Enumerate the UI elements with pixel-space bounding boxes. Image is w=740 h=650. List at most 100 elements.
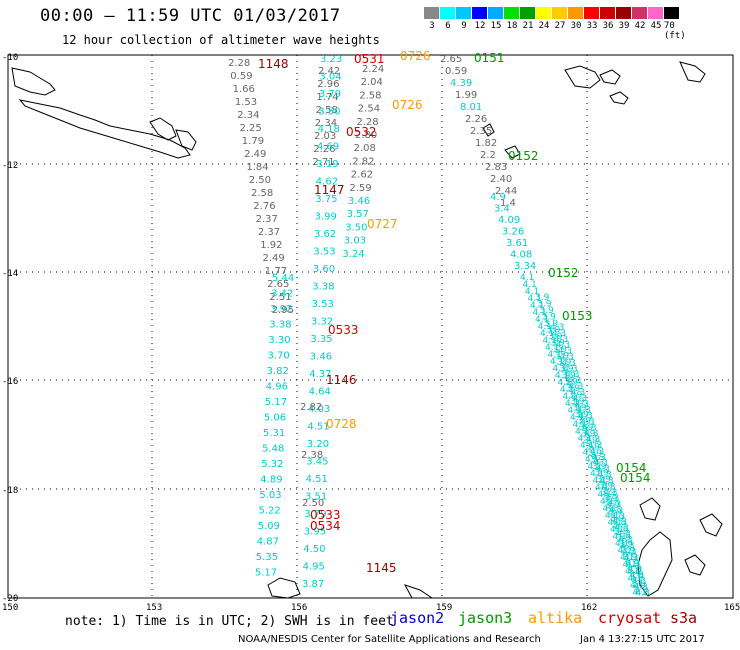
- wave-height-value: 4.1: [545, 343, 559, 353]
- color-swatch: [552, 7, 568, 19]
- wave-height-value: 4.08: [510, 250, 532, 261]
- altimeter-tracks: 2.28 0.59 1.66 1.53 2.34 2.25 1.79 2.49 1.84 2.50…: [228, 54, 650, 599]
- wave-height-value: 3.45: [306, 457, 328, 468]
- wave-height-value: 3.32: [311, 317, 333, 328]
- wave-height-value: 4.1: [553, 364, 567, 374]
- wave-height-value: 1.84: [246, 162, 268, 173]
- wave-height-value: 4.3: [588, 441, 602, 451]
- wave-height-value: 3.9: [555, 352, 570, 362]
- wave-height-value: 2.96: [317, 79, 339, 90]
- pass-time-label: 1145: [366, 561, 397, 575]
- wave-height-value: 3.70: [268, 351, 290, 362]
- wave-height-value: 4.1: [530, 301, 544, 311]
- wave-height-value: 1.4: [500, 198, 516, 209]
- wave-height-value: 4.1: [525, 287, 539, 297]
- wave-height-value: 4.37: [309, 369, 331, 380]
- wave-height-value: 4.3: [628, 565, 642, 575]
- wave-height-value: 4.1: [625, 567, 639, 577]
- wave-height-value: 2.04: [361, 77, 383, 88]
- wave-height-value: 4.1: [568, 406, 582, 416]
- wave-height-value: 4.1: [565, 399, 579, 409]
- wave-height-value: 3.9: [572, 404, 587, 414]
- wave-height-value: 4.1: [563, 392, 577, 402]
- lat-label-12: -12: [2, 161, 18, 171]
- color-swatch: [584, 7, 600, 19]
- color-scale-label: 9: [461, 21, 467, 31]
- wave-height-value: 4.1: [620, 553, 634, 563]
- wave-height-value: 2.50: [302, 498, 324, 509]
- wave-height-value: 4.1: [590, 469, 604, 479]
- wave-height-value: 3.92: [270, 304, 292, 315]
- page-subtitle: 12 hour collection of altimeter wave hei…: [62, 33, 380, 47]
- lat-label-18: -18: [2, 486, 18, 496]
- lat-labels: -10 -12 -14 -16 -18 -20: [2, 53, 18, 604]
- wave-height-value: 1.53: [235, 97, 257, 108]
- wave-height-value: 4.1: [543, 336, 557, 346]
- wave-height-value: 3.9: [592, 462, 607, 472]
- wave-height-value: 3.50: [318, 107, 340, 118]
- wave-height-value: 4.3: [590, 447, 604, 457]
- wave-height-value: 4.1: [523, 280, 537, 290]
- wave-height-value: 4.96: [266, 382, 288, 393]
- wave-height-value: 4.51: [307, 422, 329, 433]
- color-scale-label: 18: [506, 21, 518, 31]
- color-scale-label: 42: [634, 21, 646, 31]
- wave-height-value: 4.3: [594, 459, 608, 469]
- lon-label-159: 159: [436, 603, 452, 613]
- wave-height-value: 4.09: [498, 215, 520, 226]
- wave-height-value: 1.74: [316, 92, 338, 103]
- wave-height-value: 3.35: [310, 334, 332, 345]
- wave-height-value: 3.79: [304, 509, 326, 520]
- wave-height-value: 4.3: [624, 553, 638, 563]
- pass-time-label: 1148: [258, 57, 289, 71]
- wave-height-value: 3.9: [546, 326, 561, 336]
- wave-height-value: 2.34: [315, 118, 337, 129]
- wave-height-value: 4.1: [535, 315, 549, 325]
- wave-height-value: 3.9: [590, 456, 605, 466]
- color-scale-labels: 3 6 9 12 15 18 21 24 27 30 33 36 39 42 45 70 (ft): [424, 21, 700, 41]
- wave-height-value: 3.30: [268, 335, 290, 346]
- wave-height-value: 3.26: [502, 227, 524, 238]
- wave-height-value: 3.9: [588, 449, 603, 459]
- wave-height-value: 3.9: [548, 332, 563, 342]
- wave-height-value: 4.1: [585, 455, 599, 465]
- wave-height-value: 4.3: [615, 524, 629, 534]
- wave-height-value: 4.87: [257, 537, 279, 548]
- color-swatch: [632, 7, 648, 19]
- wave-height-value: 4.1: [595, 483, 609, 493]
- wave-height-value: 3.9: [550, 339, 565, 349]
- wave-height-value: 3.4: [494, 204, 510, 215]
- wave-height-value: 4.1: [573, 420, 587, 430]
- wave-height-value: 3.9: [612, 521, 627, 531]
- pass-time-label: 0726: [392, 98, 423, 112]
- pass-time-labels: 1148 0531 0726 0151 0726 0532 0152 1147 0727 0152…: [258, 49, 651, 575]
- pass-time-label: 0533: [310, 508, 341, 522]
- wave-height-value: 5.17: [265, 397, 287, 408]
- wave-height-value: 2.54: [358, 104, 380, 115]
- wave-height-value: 4.3: [592, 453, 606, 463]
- wave-height-value: 3.42: [271, 289, 293, 300]
- wave-height-value: 5.22: [259, 506, 281, 517]
- wave-height-value: 4.3: [563, 364, 577, 374]
- wave-height-value: 2.51: [269, 292, 291, 303]
- wave-height-value: 2.83: [485, 162, 507, 173]
- wave-height-value: 4.3: [634, 583, 648, 593]
- wave-height-value: 3.9: [583, 436, 598, 446]
- lon-label-162: 162: [581, 603, 597, 613]
- wave-height-value: 5.35: [256, 552, 278, 563]
- wave-height-value: 4.03: [308, 404, 330, 415]
- pass-time-label: 0726: [400, 49, 431, 63]
- wave-height-value: 4.3: [601, 482, 615, 492]
- wave-height-value: 3.24: [342, 249, 364, 260]
- wave-height-value: 4.3: [554, 335, 568, 345]
- wave-height-value: 4.3: [632, 577, 646, 587]
- pass-time-label: 0728: [326, 417, 357, 431]
- color-swatch: [504, 7, 520, 19]
- wave-height-value: 2.34: [237, 110, 259, 121]
- wave-height-value: 4.3: [552, 329, 566, 339]
- wave-height-value: 4.1: [575, 427, 589, 437]
- wave-height-value: 3.04: [319, 72, 341, 83]
- wave-height-value: 5.31: [263, 428, 285, 439]
- pass-time-label: 0152: [548, 266, 579, 280]
